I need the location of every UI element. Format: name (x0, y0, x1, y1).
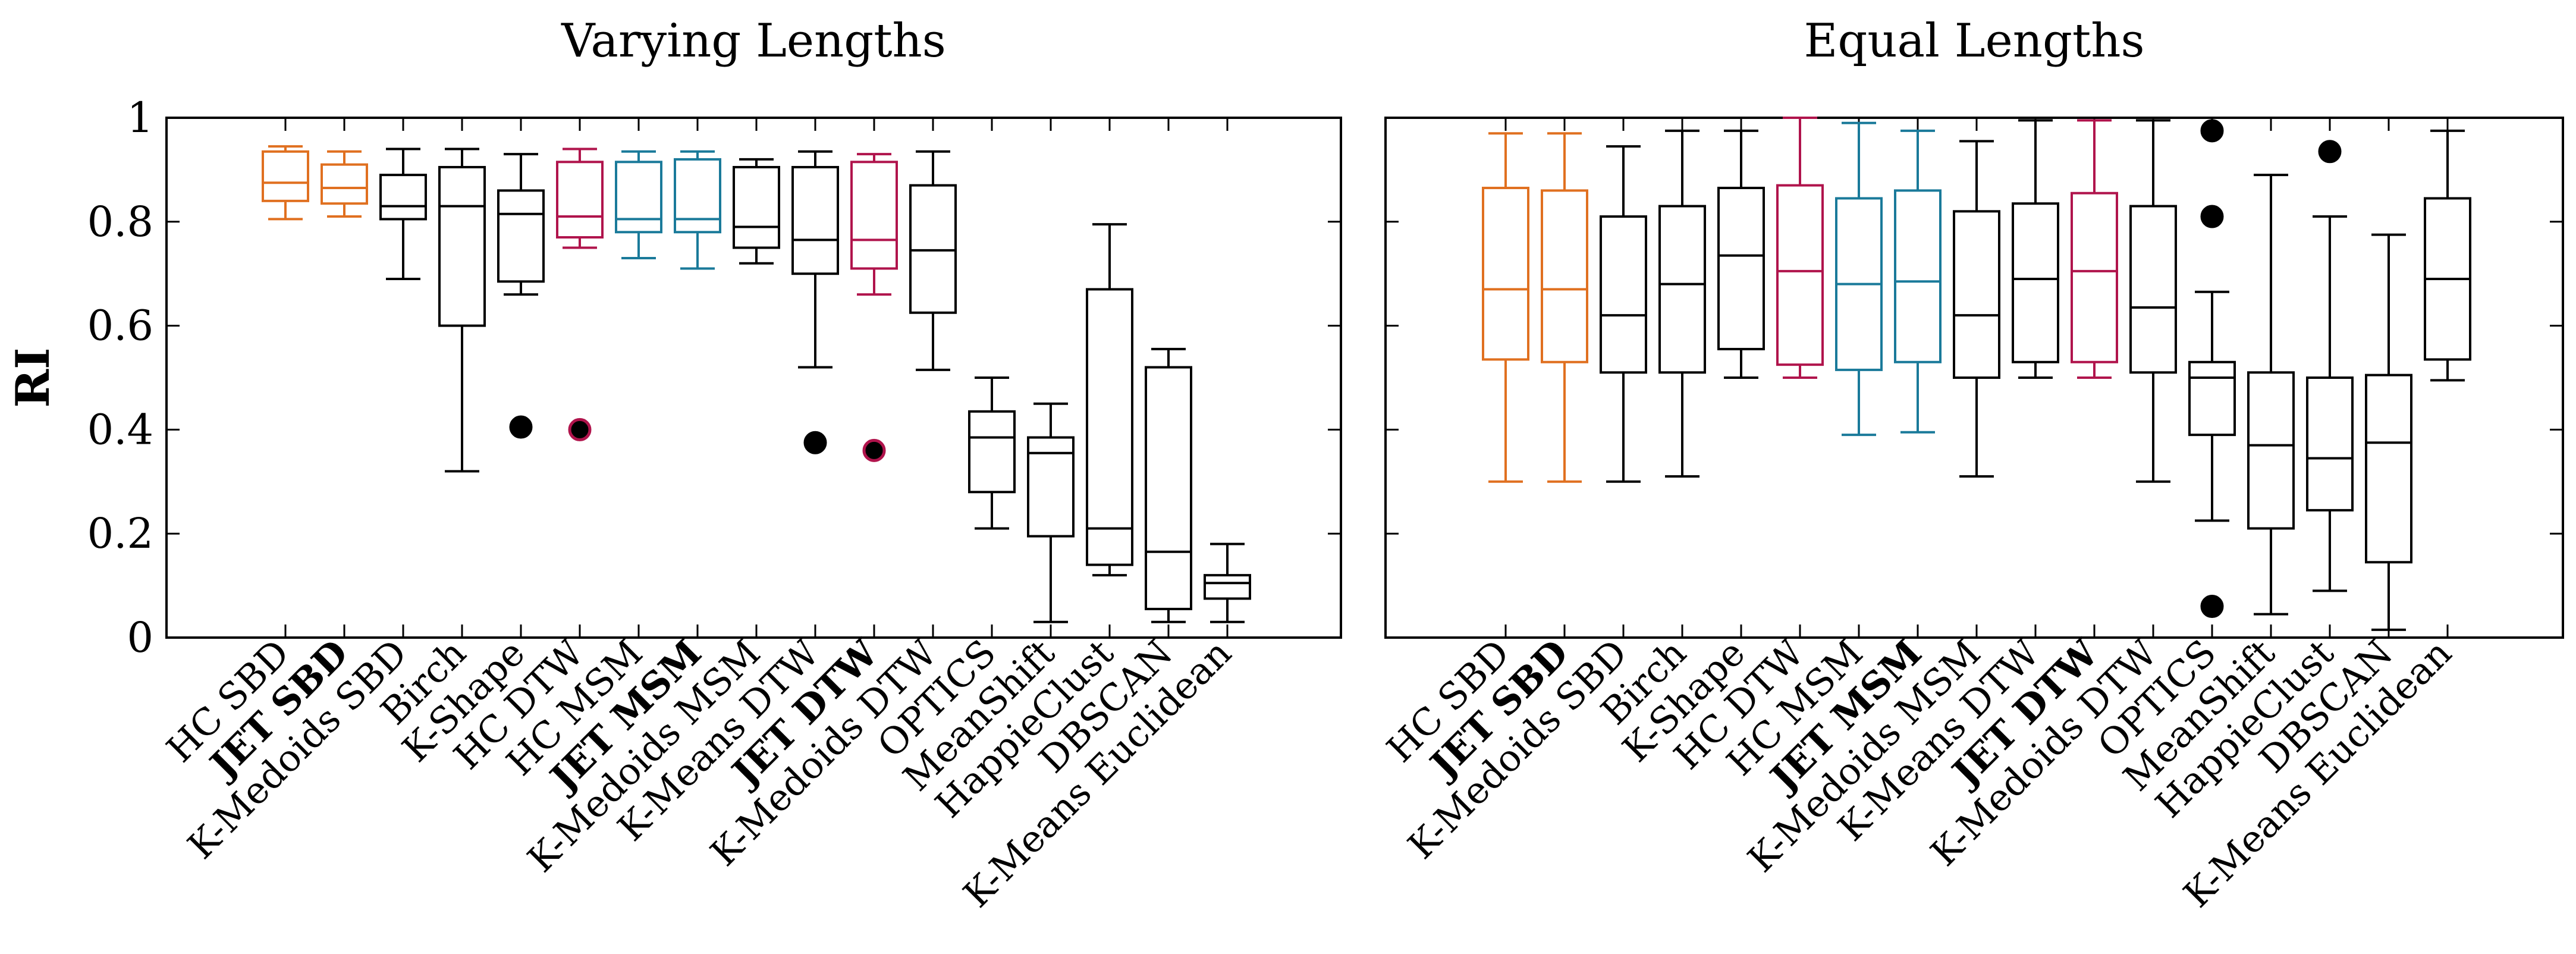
y-tick-label: 0.4 (87, 405, 153, 454)
chart-title-varying-lengths: Varying Lengths (561, 14, 946, 68)
box-iqr (909, 184, 957, 314)
box-k-medoids-dtw (909, 118, 957, 638)
box-k-medoids-msm (733, 118, 780, 638)
box-k-medoids-msm (1953, 118, 2000, 638)
box-iqr (1953, 210, 2000, 379)
box-iqr (2012, 202, 2059, 363)
box-k-means-euclidean (1204, 118, 1251, 638)
box-meanshift (1027, 118, 1075, 638)
box-birch (438, 118, 486, 638)
box-iqr (1145, 366, 1192, 610)
box-k-means-dtw (2012, 118, 2059, 638)
box-meanshift (2247, 118, 2295, 638)
box-happieclust (2306, 118, 2354, 638)
box-iqr (850, 161, 898, 270)
y-tick-label: 0.6 (87, 302, 153, 350)
box-iqr (1658, 205, 1706, 374)
box-iqr (968, 410, 1016, 494)
box-k-means-euclidean (2424, 118, 2471, 638)
box-iqr (733, 166, 780, 249)
outlier-point (803, 431, 827, 454)
box-hc-msm (615, 118, 662, 638)
box-birch (1658, 118, 1706, 638)
outlier-point (862, 438, 886, 462)
plot-area-varying-lengths (165, 117, 1342, 639)
box-iqr (2188, 360, 2236, 437)
box-iqr (1894, 189, 1942, 363)
outlier-point (2318, 140, 2342, 164)
box-iqr (1776, 184, 1824, 366)
box-hc-sbd (262, 118, 309, 638)
box-iqr (2365, 374, 2412, 564)
y-axis-label: RI (6, 347, 60, 407)
y-tick-label: 0.8 (87, 197, 153, 246)
box-hc-sbd (1482, 118, 1529, 638)
box-iqr (379, 174, 427, 221)
box-jet-msm (1894, 118, 1942, 638)
box-k-means-dtw (791, 118, 839, 638)
box-hc-dtw (556, 118, 604, 638)
box-k-medoids-sbd (1600, 118, 1647, 638)
box-iqr (497, 189, 545, 283)
box-iqr (615, 161, 662, 234)
box-k-shape (497, 118, 545, 638)
y-tick-label: 0 (127, 613, 153, 662)
box-iqr (1204, 574, 1251, 600)
box-iqr (2306, 376, 2354, 511)
box-dbscan (1145, 118, 1192, 638)
boxes-varying-lengths (167, 117, 1341, 639)
plot-area-equal-lengths (1384, 117, 2564, 639)
box-iqr (2129, 205, 2177, 374)
box-iqr (1600, 215, 1647, 374)
box-jet-sbd (321, 118, 368, 638)
box-jet-sbd (1541, 118, 1588, 638)
outlier-point (2200, 595, 2224, 619)
box-happieclust (1086, 118, 1133, 638)
box-optics (2188, 118, 2236, 638)
box-iqr (321, 163, 368, 205)
box-iqr (791, 166, 839, 275)
box-iqr (1541, 189, 1588, 363)
box-iqr (262, 150, 309, 202)
box-iqr (2071, 192, 2118, 363)
outlier-point (2200, 205, 2224, 228)
box-k-medoids-sbd (379, 118, 427, 638)
outlier-point (2200, 119, 2224, 143)
box-iqr (1482, 186, 1529, 361)
box-dbscan (2365, 118, 2412, 638)
box-k-shape (1717, 118, 1765, 638)
box-iqr (1086, 288, 1133, 566)
box-optics (968, 118, 1016, 638)
outlier-point (568, 418, 592, 441)
box-hc-dtw (1776, 117, 1824, 638)
y-tick-label: 0.2 (87, 509, 153, 558)
y-tick-label: 1 (127, 93, 153, 142)
y-axis-ticks: 0 0.2 0.4 0.6 0.8 1 (87, 93, 153, 662)
box-hc-msm (1835, 118, 1883, 638)
box-jet-msm (674, 118, 721, 638)
box-k-medoids-dtw (2129, 118, 2177, 638)
box-jet-dtw (850, 118, 898, 638)
box-iqr (556, 161, 604, 239)
box-iqr (1717, 186, 1765, 350)
box-iqr (2247, 371, 2295, 530)
box-iqr (674, 158, 721, 234)
box-iqr (438, 166, 486, 327)
boxes-equal-lengths (1386, 117, 2563, 639)
box-jet-dtw (2071, 118, 2118, 638)
chart-title-equal-lengths: Equal Lengths (1804, 14, 2144, 68)
outlier-point (509, 415, 533, 439)
